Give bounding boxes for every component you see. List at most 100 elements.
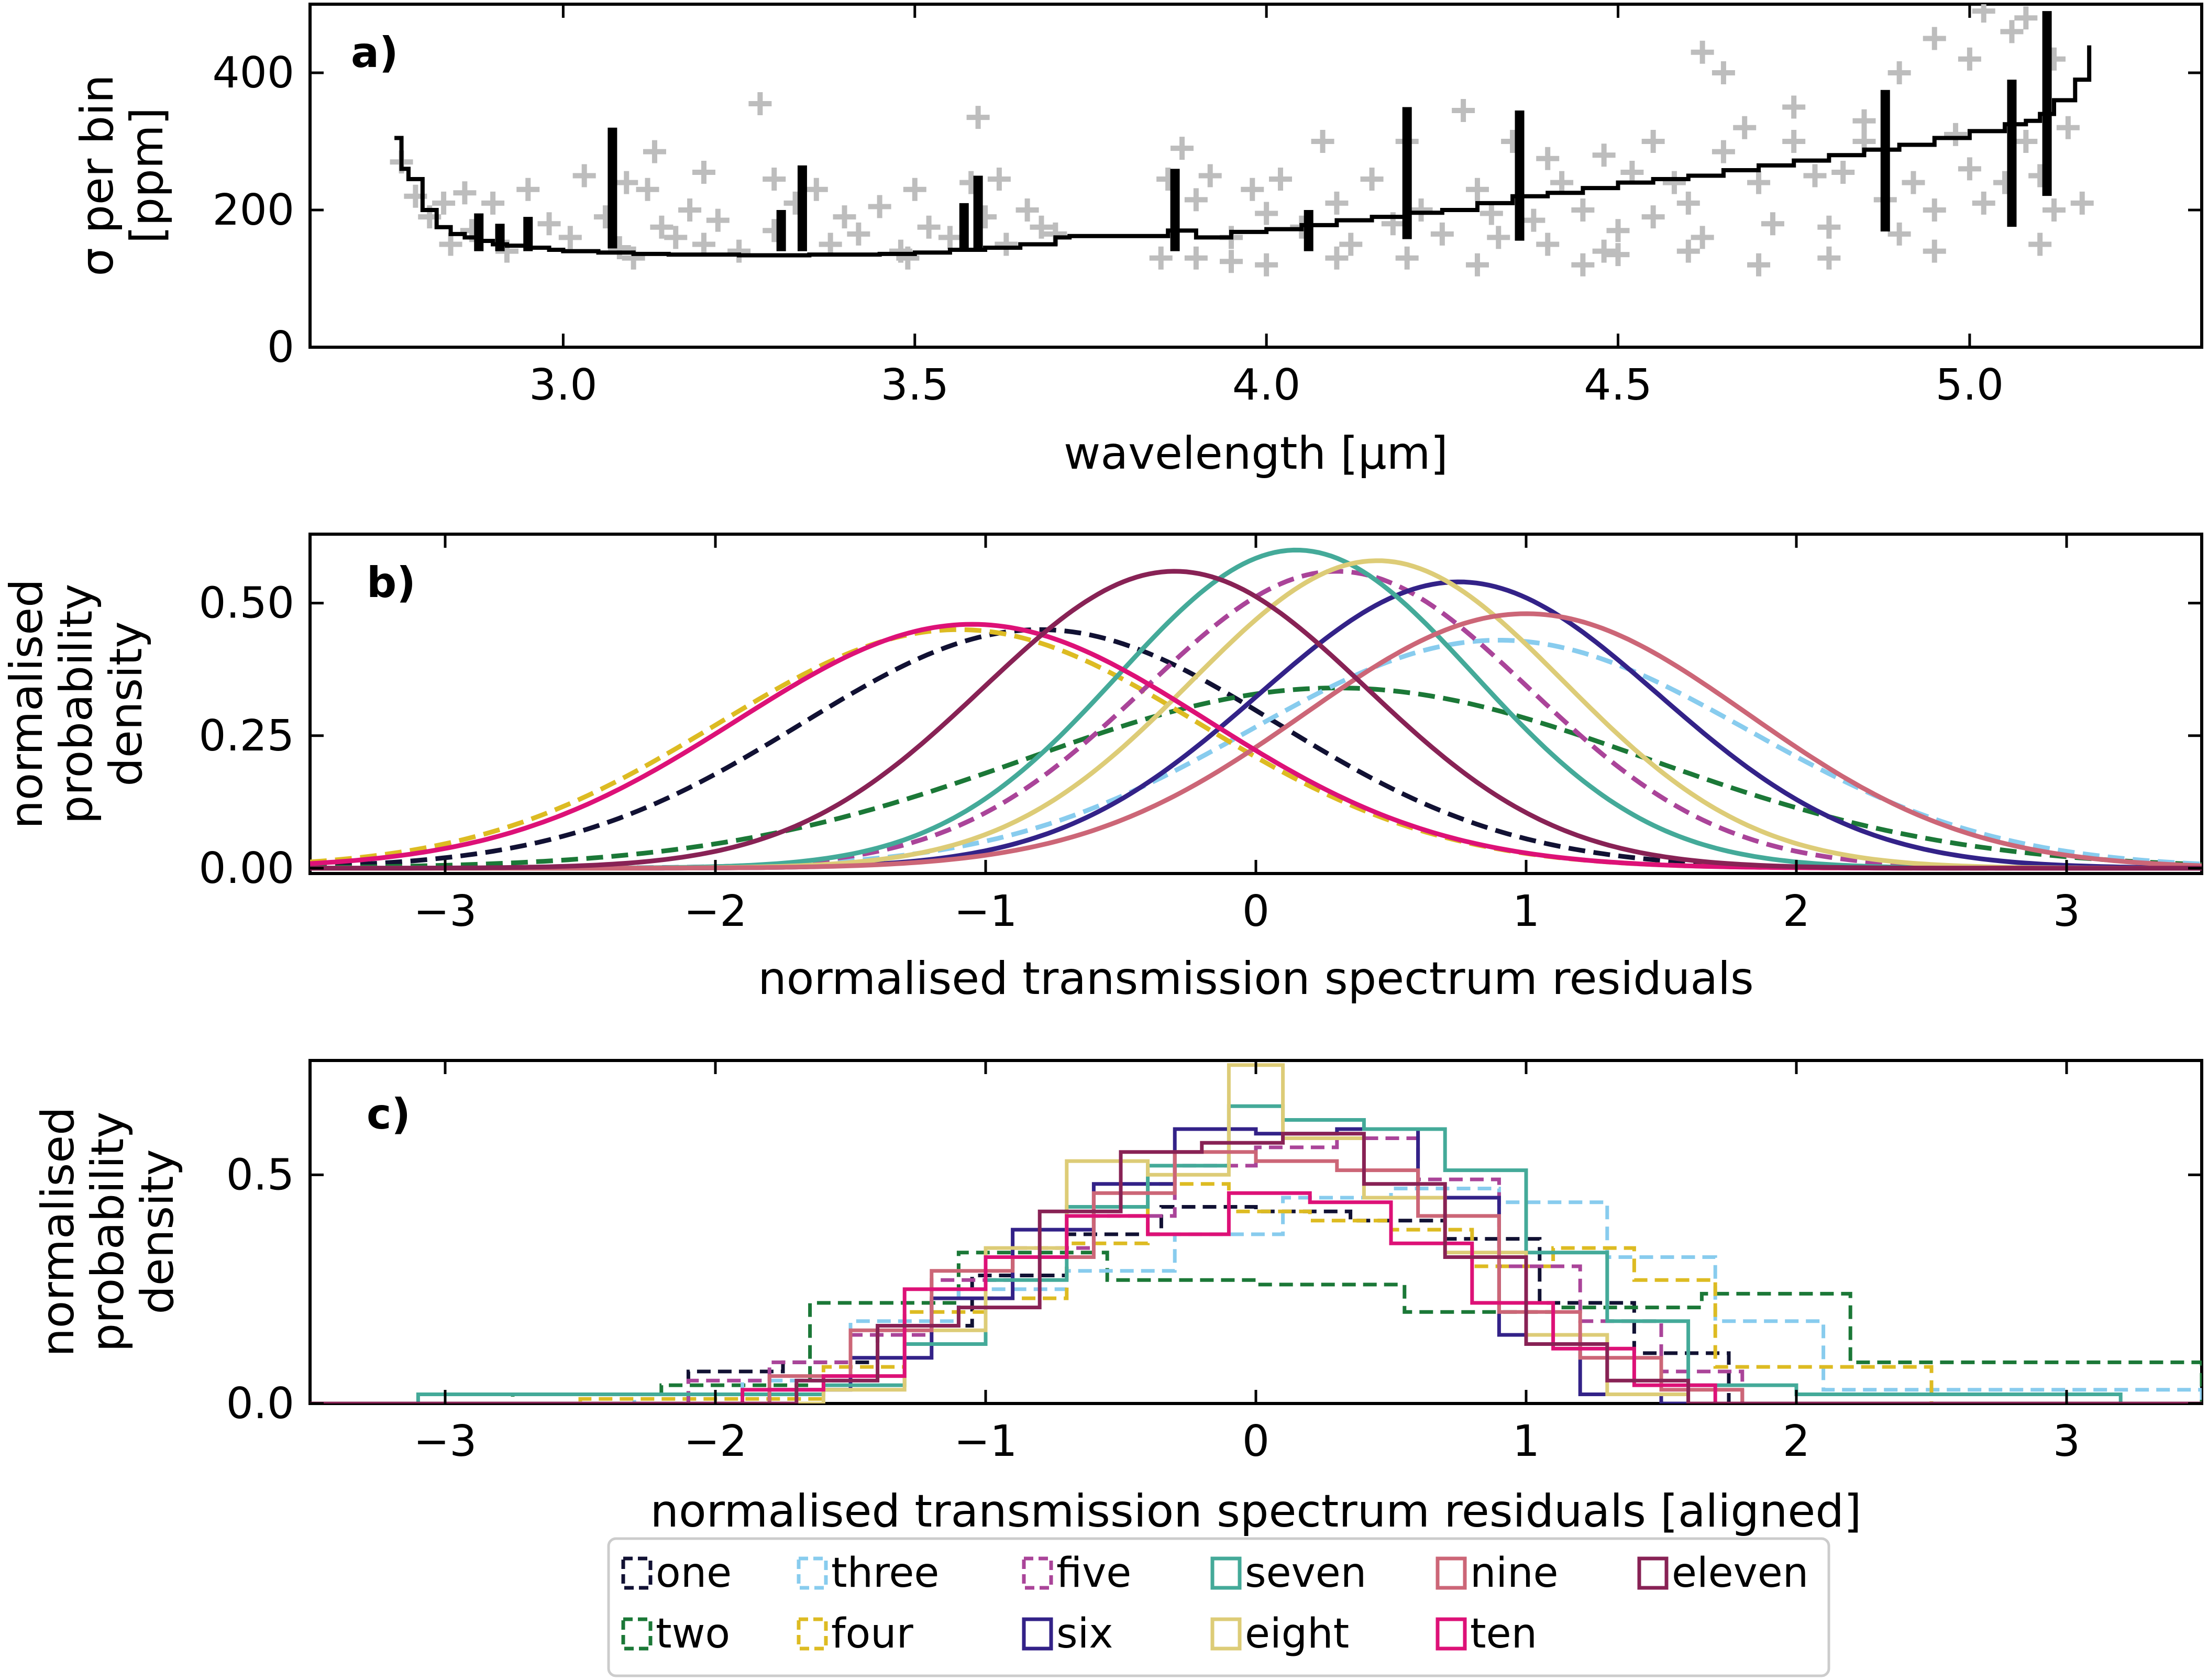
scatter-point — [432, 191, 456, 215]
scatter-point — [1149, 246, 1173, 270]
gaussian-curve-eight — [310, 558, 2202, 871]
panel-c: c) normalised transmission spectrum resi… — [32, 1059, 2203, 1538]
scatter-point — [1782, 130, 1806, 153]
panel-c-ylabel-line2: probability — [82, 1112, 134, 1352]
legend-label-one: one — [656, 1550, 732, 1597]
scatter-point — [1817, 246, 1841, 270]
scatter-point — [1550, 171, 1574, 194]
scatter-point — [1782, 95, 1806, 119]
scatter-point — [481, 191, 505, 215]
panel-a: a) wavelength [μm] σ per bin [ppm] 3.0 3.… — [71, 3, 2203, 480]
histogram-ten — [310, 1191, 2202, 1403]
panel-a-ytick-label: 400 — [212, 48, 294, 98]
scatter-point — [966, 106, 990, 129]
histogram-two — [310, 1251, 2202, 1403]
scatter-point — [678, 198, 702, 222]
gaussian-curve-nine — [310, 611, 2202, 871]
panel-c-xtick-label: −2 — [684, 1417, 747, 1466]
panel-c-ytick-label: 0.5 — [226, 1150, 294, 1200]
panel-b-frame — [308, 533, 2203, 875]
legend-swatch-six — [1022, 1617, 1053, 1651]
scatter-point — [1676, 191, 1700, 215]
panel-c-xtick-label: 1 — [1513, 1417, 1540, 1466]
scatter-point — [833, 205, 856, 229]
panel-c-tag: c) — [367, 1090, 411, 1139]
scatter-point — [1184, 246, 1208, 270]
scatter-point — [1972, 4, 1995, 23]
scatter-point — [516, 178, 540, 201]
panel-b: b) normalised transmission spectrum resi… — [1, 533, 2203, 1005]
panel-c-plot-area — [310, 1063, 2202, 1403]
scatter-point — [1887, 222, 1911, 246]
panel-c-frame — [308, 1059, 2203, 1405]
panel-b-xtick-label: 0 — [1242, 887, 1269, 936]
scatter-point — [1592, 143, 1616, 167]
scatter-point — [1395, 246, 1419, 270]
scatter-point — [1747, 171, 1771, 194]
scatter-point — [868, 195, 891, 218]
scatter-point — [938, 226, 962, 249]
scatter-point — [1817, 215, 1841, 239]
panel-a-frame — [308, 3, 2203, 349]
panel-a-ylabel-line1: σ per bin — [71, 74, 124, 276]
scatter-point — [1409, 198, 1433, 222]
scatter-point — [537, 212, 561, 236]
scatter-point — [1465, 178, 1489, 201]
scatter-point — [1803, 164, 1827, 187]
legend-label-four: four — [831, 1610, 914, 1657]
scatter-point — [1255, 202, 1278, 225]
gaussian-curve-two — [310, 686, 2202, 870]
scatter-point — [1030, 215, 1053, 239]
gaussian-curve-five — [310, 569, 2202, 871]
histogram-six — [310, 1127, 2202, 1403]
legend-label-ten: ten — [1470, 1610, 1537, 1657]
legend-label-six: six — [1056, 1610, 1113, 1657]
scatter-point — [995, 233, 1018, 256]
histogram-nine — [310, 1150, 2202, 1403]
scatter-point — [439, 233, 462, 256]
scatter-point — [1015, 198, 1039, 222]
scatter-point — [692, 233, 715, 256]
panel-b-xtick-label: 2 — [1783, 887, 1810, 936]
legend-label-seven: seven — [1245, 1550, 1366, 1597]
panel-c-ylabel-line1: normalised — [32, 1107, 84, 1357]
scatter-point — [1606, 243, 1630, 267]
histogram-five — [310, 1136, 2202, 1403]
panel-a-xtick-label: 5.0 — [1936, 360, 2004, 410]
scatter-point — [558, 226, 582, 249]
scatter-point — [804, 178, 828, 201]
scatter-point — [2014, 6, 2038, 30]
scatter-point — [2000, 20, 2024, 43]
scatter-point — [917, 215, 941, 239]
scatter-point — [2056, 116, 2080, 139]
scatter-point — [1325, 191, 1349, 215]
panel-b-tag: b) — [367, 558, 416, 607]
panel-a-tag: a) — [351, 28, 399, 77]
panel-c-ylabel-line3: density — [131, 1149, 184, 1314]
scatter-point — [622, 246, 645, 270]
scatter-point — [1487, 226, 1510, 249]
scatter-point — [763, 168, 786, 191]
scatter-point — [1465, 253, 1489, 277]
scatter-point — [1620, 160, 1644, 184]
panel-a-ytick-label: 200 — [212, 185, 294, 235]
panel-c-xlabel: normalised transmission spectrum residua… — [650, 1485, 1862, 1538]
panel-b-plot-area — [310, 547, 2202, 871]
scatter-point — [819, 233, 842, 256]
scatter-point — [2028, 233, 2052, 256]
scatter-point — [1662, 171, 1686, 194]
scatter-point — [1592, 239, 1616, 263]
scatter-point — [727, 239, 751, 263]
scatter-point — [1923, 198, 1946, 222]
panel-b-ytick-label: 0.25 — [198, 711, 294, 761]
panel-c-xtick-label: 2 — [1783, 1417, 1810, 1466]
gaussian-curve-one — [310, 627, 2202, 871]
scatter-point — [1360, 168, 1384, 191]
panel-b-xtick-label: 3 — [2053, 887, 2080, 936]
legend-swatch-seven — [1210, 1556, 1242, 1590]
scatter-point — [1325, 246, 1349, 270]
legend-label-three: three — [831, 1550, 939, 1597]
scatter-point — [572, 164, 596, 187]
scatter-point — [1958, 47, 1981, 71]
